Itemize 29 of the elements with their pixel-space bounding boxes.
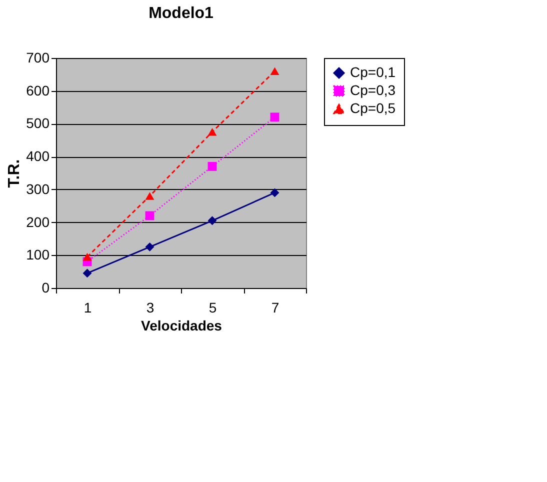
x-axis-title: Velocidades — [141, 318, 222, 334]
y-tick-label: 400 — [26, 148, 50, 164]
y-tick-label: 200 — [26, 214, 50, 230]
y-tick-label: 600 — [26, 82, 50, 98]
point — [145, 242, 154, 252]
point — [270, 188, 280, 198]
point — [208, 216, 217, 226]
y-tick-label: 300 — [26, 180, 50, 197]
chart-title: Modelo1 — [148, 5, 214, 22]
point — [145, 192, 154, 200]
legend-label: Cp=0,3 — [350, 82, 396, 98]
y-tick-label: 700 — [26, 50, 50, 66]
point — [145, 211, 154, 220]
y-axis-title: T.R. — [6, 159, 24, 188]
y-tick-label: 500 — [26, 115, 50, 132]
point — [208, 128, 217, 136]
x-tick-label: 3 — [146, 300, 154, 316]
x-tick-label: 5 — [208, 300, 217, 316]
x-tick-label: 7 — [271, 300, 280, 316]
point — [270, 112, 280, 122]
legend-label: Cp=0,5 — [350, 100, 396, 116]
x-tick-label: 1 — [84, 300, 92, 316]
y-tick-label: 0 — [42, 280, 50, 296]
point — [82, 268, 92, 278]
point — [208, 162, 217, 171]
point — [270, 67, 280, 76]
point — [82, 252, 92, 261]
y-tick-label: 100 — [26, 246, 50, 263]
legend-label: Cp=0,1 — [350, 64, 396, 80]
